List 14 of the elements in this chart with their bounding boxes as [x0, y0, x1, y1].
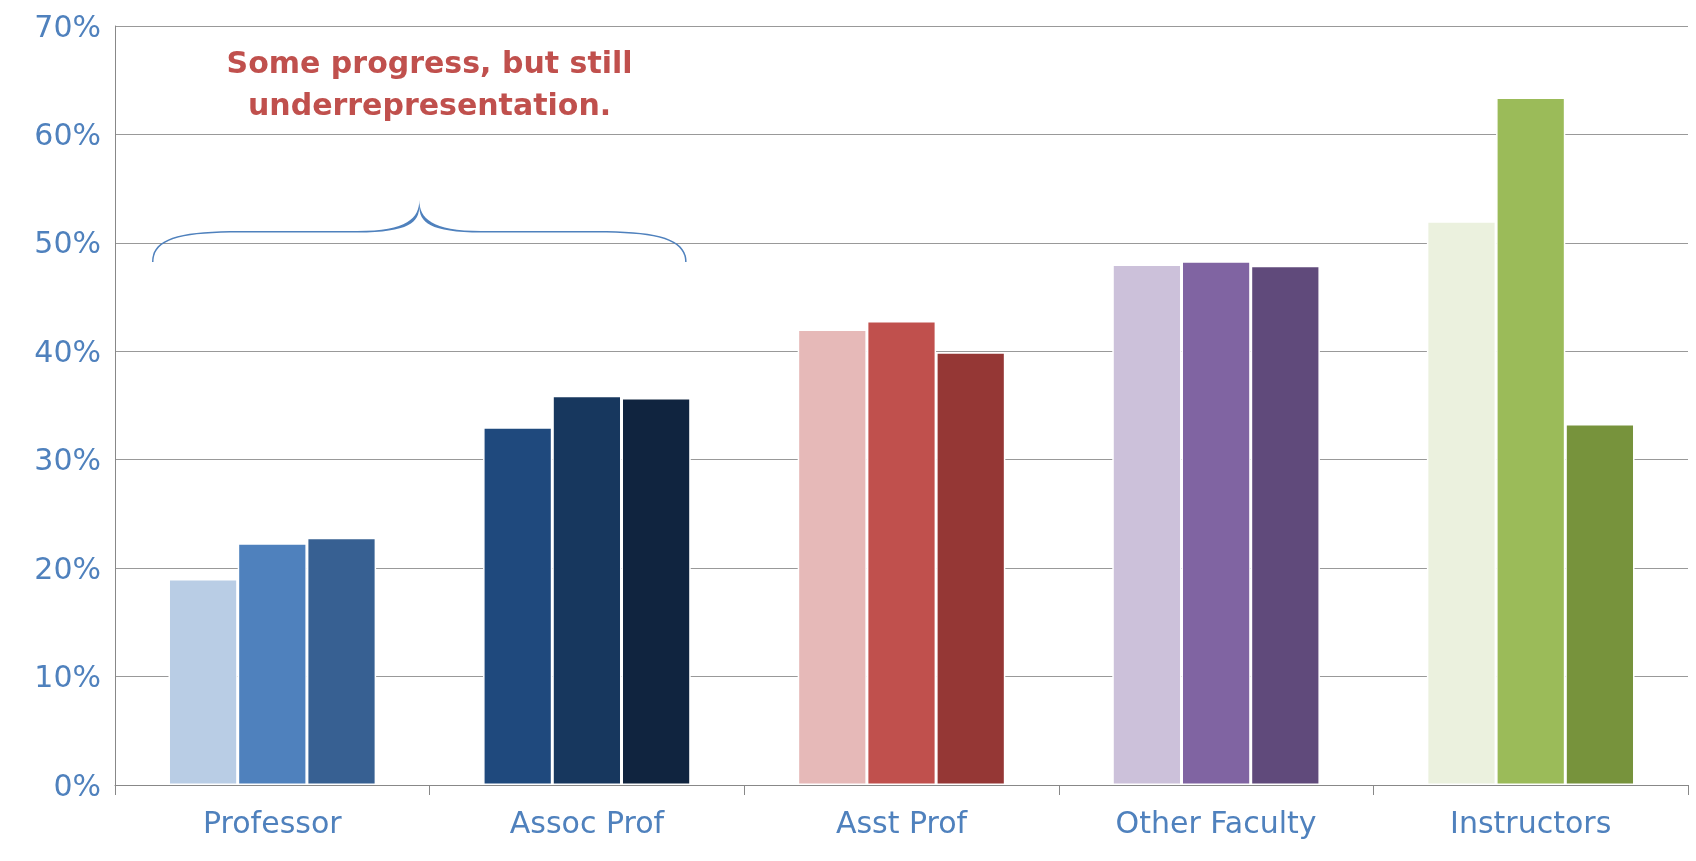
y-tick-label: 20%: [34, 550, 101, 586]
y-tick-label: 70%: [34, 8, 101, 44]
y-tick-label: 10%: [34, 659, 101, 695]
x-tick-label: Professor: [203, 804, 343, 840]
y-tick-label: 30%: [34, 442, 101, 478]
y-tick-label: 40%: [34, 333, 101, 369]
x-tick-label: Other Faculty: [1115, 804, 1317, 840]
y-tick-label: 50%: [34, 225, 101, 261]
x-tick-label: Instructors: [1450, 804, 1612, 840]
annotation: Some progress, but still underrepresentation.: [225, 44, 634, 124]
y-tick-label: 0%: [53, 767, 101, 803]
x-tick-label: Assoc Prof: [509, 804, 666, 840]
y-tick-label: 60%: [34, 116, 101, 152]
x-tick-label: Asst Prof: [835, 804, 969, 840]
